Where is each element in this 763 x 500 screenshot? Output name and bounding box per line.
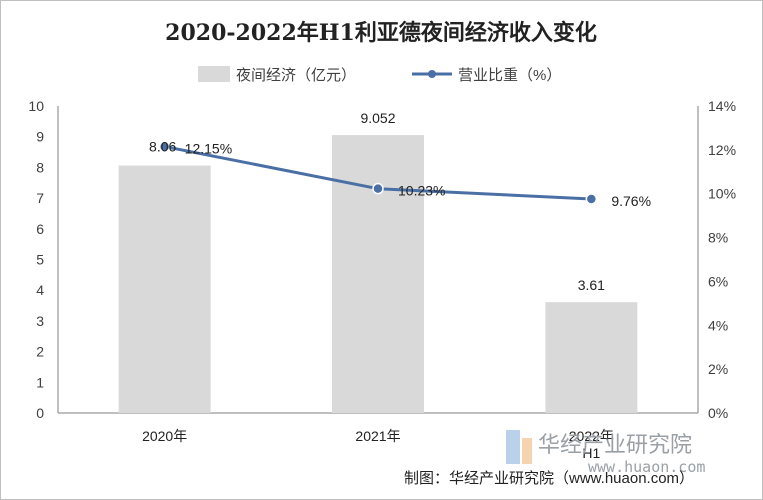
y-right-tick-label: 12% xyxy=(708,142,736,158)
watermark-url: www.huaon.com xyxy=(588,458,705,476)
x-category-label: 2020年 xyxy=(142,428,187,444)
legend-marker-line xyxy=(428,70,436,78)
y-axis-right-ticks: 0% 2% 4% 6% 8% 10% 12% 14% xyxy=(708,98,736,421)
bar-value-label: 8.06 xyxy=(149,139,176,155)
line-point xyxy=(585,193,598,205)
legend-label-bar: 夜间经济（亿元） xyxy=(236,67,356,84)
bar-value-label: 9.052 xyxy=(360,110,395,126)
watermark-name: 华经产业研究院 xyxy=(538,433,692,458)
x-axis-categories: 2020年 2021年 2022年H1 xyxy=(142,428,614,461)
bar-value-label: 3.61 xyxy=(578,277,605,293)
y-left-tick-label: 3 xyxy=(36,313,44,329)
y-left-tick-label: 1 xyxy=(36,374,44,390)
data-labels: 8.06 9.052 3.61 12.15% 10.23% 9.76% xyxy=(149,110,651,293)
source-note: 制图：华经产业研究院（www.huaon.com） xyxy=(404,469,694,487)
watermark-logo-bar-1 xyxy=(506,430,520,464)
line-series xyxy=(158,140,598,205)
y-right-tick-label: 2% xyxy=(708,361,728,377)
y-right-tick-label: 0% xyxy=(708,405,728,421)
chart-title: 2020-2022年H1利亚德夜间经济收入变化 xyxy=(165,20,597,46)
y-right-tick-label: 8% xyxy=(708,230,728,246)
y-right-tick-label: 6% xyxy=(708,273,728,289)
legend: 夜间经济（亿元） 营业比重（%） xyxy=(198,66,561,84)
line-point xyxy=(372,182,384,195)
x-category-label: 2022年 xyxy=(569,428,614,444)
y-left-tick-label: 9 xyxy=(36,129,44,145)
y-right-tick-label: 14% xyxy=(708,98,736,114)
y-left-tick-label: 4 xyxy=(36,282,44,298)
x-category-label: 2021年 xyxy=(355,428,400,444)
bar xyxy=(545,302,638,413)
bar xyxy=(332,135,424,413)
watermark: 华经产业研究院 www.huaon.com xyxy=(506,430,705,476)
legend-swatch-bar xyxy=(198,66,230,82)
bar xyxy=(118,165,211,413)
y-right-tick-label: 10% xyxy=(708,186,736,202)
x-category-label: H1 xyxy=(582,445,600,461)
y-left-tick-label: 6 xyxy=(36,221,44,237)
line-value-label: 12.15% xyxy=(185,141,232,157)
y-left-tick-label: 8 xyxy=(36,159,44,175)
y-right-tick-label: 4% xyxy=(708,317,728,333)
y-axis-left-ticks: 0 1 2 3 4 5 6 7 8 9 10 xyxy=(28,98,44,421)
bar-series xyxy=(118,135,638,413)
y-left-tick-label: 10 xyxy=(28,98,44,114)
line-point xyxy=(158,140,171,153)
y-left-tick-label: 7 xyxy=(36,190,44,206)
watermark-logo-bar-2 xyxy=(522,438,532,464)
line-value-label: 10.23% xyxy=(398,183,445,199)
legend-label-line: 营业比重（%） xyxy=(458,67,561,84)
line-value-label: 9.76% xyxy=(611,193,651,209)
y-left-tick-label: 2 xyxy=(36,344,44,360)
y-left-tick-label: 0 xyxy=(36,405,44,421)
y-left-tick-label: 5 xyxy=(36,252,44,268)
